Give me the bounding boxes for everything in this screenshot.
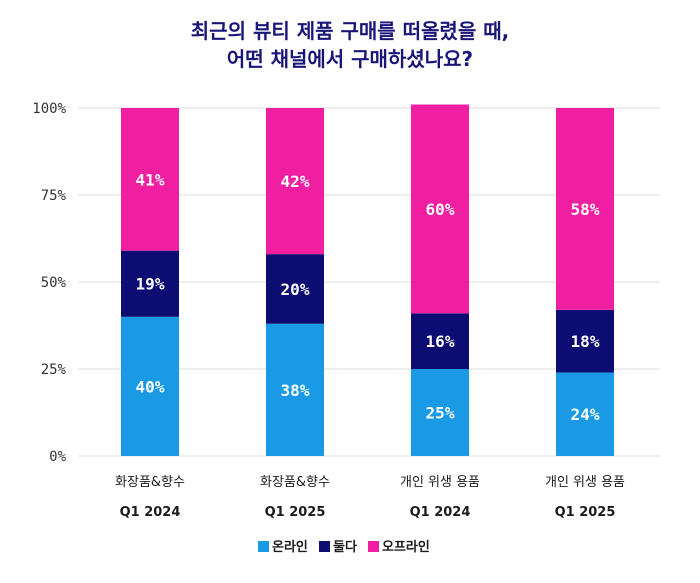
- bar-segment: [121, 250, 179, 317]
- bar-segment: [411, 104, 469, 314]
- legend-label: 오프라인: [382, 539, 430, 555]
- legend-swatch: [258, 541, 269, 552]
- legend-item: 오프라인: [368, 539, 430, 555]
- legend-swatch: [319, 541, 330, 552]
- bar-segment: [121, 108, 179, 251]
- data-labels: 40% 19% 41% 38% 20% 42% 25% 16% 60% 24% 18% 58%: [136, 170, 600, 424]
- category-label-line-2: Q1 2025: [555, 505, 616, 520]
- data-label: 16%: [426, 332, 455, 351]
- bar-segment: [411, 313, 469, 369]
- category-label-line-2: Q1 2025: [265, 505, 326, 520]
- legend-swatch: [368, 541, 379, 552]
- bar-segment: [266, 108, 324, 255]
- bar-segment: [411, 369, 469, 456]
- legend-item: 온라인: [258, 539, 308, 555]
- y-tick-label: 25%: [41, 362, 67, 378]
- y-tick-label: 50%: [41, 275, 67, 291]
- data-label: 20%: [281, 280, 310, 299]
- chart-title-line-2: 어떤 채널에서 구매하셨나요?: [227, 47, 473, 71]
- bars: [121, 104, 614, 456]
- y-tick-label: 75%: [41, 188, 67, 204]
- chart-title: 최근의 뷰티 제품 구매를 떠올렸을 때, 어떤 채널에서 구매하셨나요?: [191, 19, 509, 71]
- bar-segment: [121, 316, 179, 456]
- data-label: 24%: [571, 405, 600, 424]
- data-label: 42%: [281, 172, 310, 191]
- category-label-line-1: 화장품&향수: [260, 475, 330, 490]
- category-label-line-1: 개인 위생 용품: [545, 475, 625, 490]
- y-tick-label: 100%: [32, 101, 66, 117]
- x-axis-categories: 화장품&향수 Q1 2024 화장품&향수 Q1 2025 개인 위생 용품 Q1 202…: [115, 475, 625, 520]
- category-label-line-1: 개인 위생 용품: [400, 475, 480, 490]
- y-tick-label: 0%: [49, 449, 66, 465]
- legend-label: 온라인: [272, 539, 308, 555]
- chart-title-line-1: 최근의 뷰티 제품 구매를 떠올렸을 때,: [191, 19, 509, 43]
- data-label: 60%: [426, 200, 455, 219]
- legend: 온라인 둘다 오프라인: [258, 539, 430, 555]
- data-label: 38%: [281, 381, 310, 400]
- category-label-line-2: Q1 2024: [120, 505, 181, 520]
- data-label: 40%: [136, 377, 165, 396]
- data-label: 41%: [136, 170, 165, 189]
- bar-segment: [266, 254, 324, 324]
- data-label: 58%: [571, 200, 600, 219]
- y-axis-ticks: 0% 25% 50% 75% 100%: [32, 101, 66, 465]
- data-label: 19%: [136, 275, 165, 294]
- data-label: 18%: [571, 332, 600, 351]
- legend-item: 둘다: [319, 539, 357, 555]
- bar-segment: [266, 323, 324, 456]
- category-label-line-1: 화장품&향수: [115, 475, 185, 490]
- data-label: 25%: [426, 404, 455, 423]
- bar-segment: [556, 108, 614, 310]
- category-label-line-2: Q1 2024: [410, 505, 471, 520]
- legend-label: 둘다: [333, 539, 357, 555]
- bar-segment: [556, 309, 614, 373]
- bar-segment: [556, 372, 614, 456]
